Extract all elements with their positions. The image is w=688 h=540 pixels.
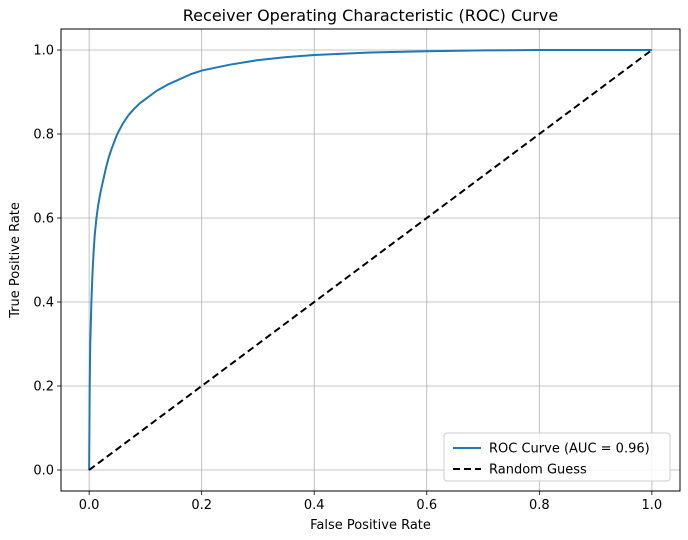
chart-title: Receiver Operating Characteristic (ROC) … <box>183 6 558 25</box>
legend-label: ROC Curve (AUC = 0.96) <box>489 442 650 457</box>
x-tick-label: 1.0 <box>642 498 663 513</box>
series-line-1 <box>88 49 653 471</box>
legend: ROC Curve (AUC = 0.96) Random Guess <box>443 432 671 482</box>
x-tick-label: 0.8 <box>529 498 550 513</box>
y-tick-label: 0.8 <box>33 128 54 143</box>
x-tick-label: 0.0 <box>79 498 100 513</box>
y-tick-label: 0.0 <box>33 464 54 479</box>
ticks: 0.0 0.2 0.4 0.6 0.8 1.0 0.0 0.2 0.4 0.6 0.8 1.0 <box>33 44 662 514</box>
grid <box>61 29 680 491</box>
x-tick-label: 0.6 <box>416 498 437 513</box>
series-layer <box>88 49 653 471</box>
x-tick-label: 0.4 <box>304 498 325 513</box>
legend-label: Random Guess <box>489 463 587 478</box>
y-tick-label: 0.2 <box>33 380 54 395</box>
y-tick-label: 0.4 <box>33 296 54 311</box>
plot-frame <box>60 28 681 492</box>
legend-box <box>443 432 671 482</box>
y-axis-title: True Positive Rate <box>8 202 23 319</box>
y-tick-label: 0.6 <box>33 212 54 227</box>
x-tick-label: 0.2 <box>191 498 212 513</box>
y-tick-label: 1.0 <box>33 44 54 59</box>
x-axis-title: False Positive Rate <box>310 518 431 533</box>
series-line-0 <box>88 49 652 471</box>
